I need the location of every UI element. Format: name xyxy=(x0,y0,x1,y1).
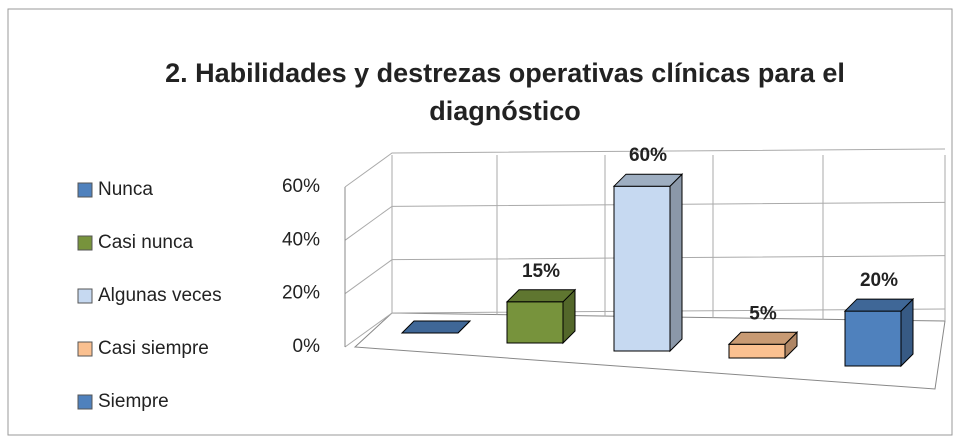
bar xyxy=(727,331,799,360)
y-tick-label: 40% xyxy=(282,229,320,250)
legend-label: Algunas veces xyxy=(98,285,222,306)
y-tick-label: 20% xyxy=(282,283,320,304)
grid-line xyxy=(344,148,946,188)
bar-top xyxy=(400,320,472,334)
bar-front xyxy=(844,310,902,367)
bar-front xyxy=(728,343,786,359)
bar xyxy=(612,172,684,353)
data-label: 5% xyxy=(749,303,777,324)
chart-title: 2. Habilidades y destrezas operativas cl… xyxy=(165,58,845,126)
bar-top xyxy=(505,289,577,303)
chart-border xyxy=(7,8,953,436)
bar-side xyxy=(669,172,683,353)
bar-front xyxy=(506,301,564,344)
legend-label: Nunca xyxy=(98,179,153,200)
legend-label: Casi siempre xyxy=(98,338,209,359)
bar-front xyxy=(613,185,671,352)
legend-swatch xyxy=(77,394,93,410)
y-tick-label: 60% xyxy=(282,176,320,197)
grid-line xyxy=(344,308,946,348)
data-label: 20% xyxy=(860,270,898,291)
legend-label: Casi nunca xyxy=(98,232,193,253)
grid-line xyxy=(344,201,946,241)
bar xyxy=(843,297,915,368)
legend-swatch xyxy=(77,341,93,357)
bar-top xyxy=(843,298,915,312)
grid-line xyxy=(344,255,946,295)
y-tick-label: 0% xyxy=(293,336,321,357)
bar-top xyxy=(727,331,799,345)
bar-top xyxy=(612,173,684,187)
data-label: 60% xyxy=(629,145,667,166)
bar xyxy=(400,320,472,334)
data-label: 15% xyxy=(522,261,560,282)
legend-swatch xyxy=(77,288,93,304)
legend-swatch xyxy=(77,182,93,198)
legend-label: Siempre xyxy=(98,391,169,412)
bar xyxy=(505,288,577,345)
legend-swatch xyxy=(77,235,93,251)
